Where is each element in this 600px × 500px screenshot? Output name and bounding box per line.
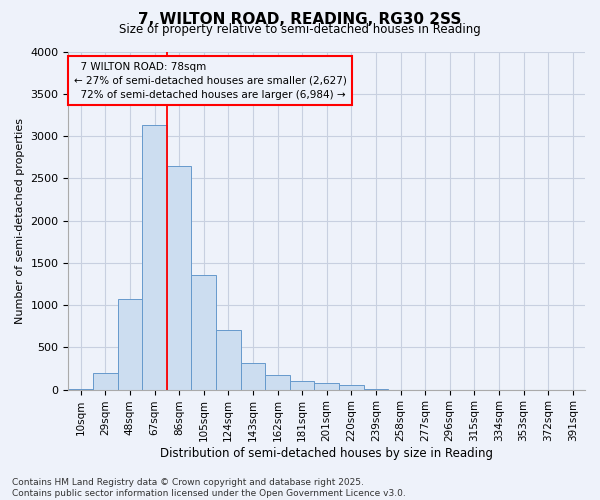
Bar	[216, 330, 241, 390]
Text: Size of property relative to semi-detached houses in Reading: Size of property relative to semi-detach…	[119, 22, 481, 36]
Text: Contains HM Land Registry data © Crown copyright and database right 2025.
Contai: Contains HM Land Registry data © Crown c…	[12, 478, 406, 498]
Bar	[339, 385, 364, 390]
Bar	[93, 372, 118, 390]
Bar	[167, 166, 191, 390]
Bar	[68, 389, 93, 390]
X-axis label: Distribution of semi-detached houses by size in Reading: Distribution of semi-detached houses by …	[160, 447, 493, 460]
Text: 7 WILTON ROAD: 78sqm
← 27% of semi-detached houses are smaller (2,627)
  72% of : 7 WILTON ROAD: 78sqm ← 27% of semi-detac…	[74, 62, 346, 100]
Text: 7, WILTON ROAD, READING, RG30 2SS: 7, WILTON ROAD, READING, RG30 2SS	[139, 12, 461, 28]
Bar	[142, 125, 167, 390]
Bar	[364, 389, 388, 390]
Bar	[290, 381, 314, 390]
Bar	[265, 375, 290, 390]
Bar	[241, 364, 265, 390]
Bar	[118, 299, 142, 390]
Y-axis label: Number of semi-detached properties: Number of semi-detached properties	[15, 118, 25, 324]
Bar	[314, 384, 339, 390]
Bar	[191, 274, 216, 390]
